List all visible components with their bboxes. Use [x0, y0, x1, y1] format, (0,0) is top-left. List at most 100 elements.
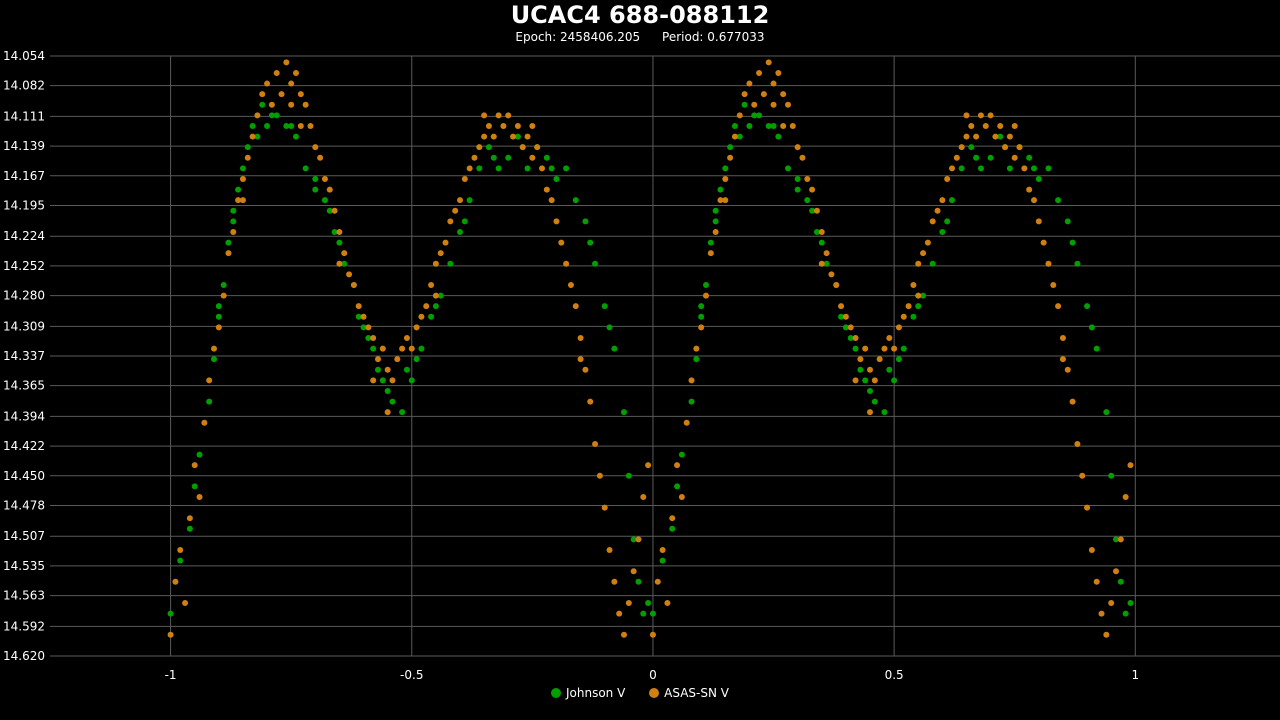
- data-point: [707, 250, 714, 257]
- data-point: [268, 112, 275, 119]
- data-point: [640, 610, 647, 617]
- data-point: [230, 228, 237, 235]
- data-point: [818, 260, 825, 267]
- y-tick-label: 14.535: [3, 559, 45, 573]
- data-point: [717, 197, 724, 204]
- legend-item-asas-sn-v[interactable]: ASAS-SN V: [649, 686, 729, 700]
- chart-title: UCAC4 688-088112: [510, 1, 770, 29]
- x-tick-label: -0.5: [400, 668, 423, 682]
- data-point: [399, 409, 406, 416]
- data-point: [852, 345, 859, 352]
- y-tick-label: 14.394: [3, 409, 45, 423]
- data-point: [649, 631, 656, 638]
- period-label: Period: 0.677033: [662, 30, 765, 44]
- data-point: [1098, 610, 1105, 617]
- data-point: [765, 122, 772, 129]
- data-point: [929, 218, 936, 225]
- data-point: [543, 186, 550, 193]
- data-point: [881, 345, 888, 352]
- data-point: [321, 197, 328, 204]
- data-point: [485, 122, 492, 129]
- data-point: [288, 101, 295, 108]
- data-point: [818, 239, 825, 246]
- data-point: [1021, 165, 1028, 172]
- y-tick-label: 14.280: [3, 289, 45, 303]
- data-point: [722, 197, 729, 204]
- data-point: [495, 165, 502, 172]
- data-point: [823, 250, 830, 257]
- data-point: [1026, 154, 1033, 161]
- data-point: [987, 154, 994, 161]
- data-point: [312, 144, 319, 151]
- data-point: [1093, 345, 1100, 352]
- data-point: [577, 334, 584, 341]
- data-point: [741, 101, 748, 108]
- data-point: [326, 207, 333, 214]
- data-point: [785, 165, 791, 172]
- data-point: [457, 228, 463, 235]
- data-point: [321, 175, 328, 182]
- data-point: [741, 91, 748, 98]
- data-point: [630, 568, 637, 575]
- data-point: [384, 366, 391, 373]
- data-point: [582, 366, 589, 373]
- data-point: [1059, 356, 1066, 363]
- legend-item-johnson-v[interactable]: Johnson V: [551, 686, 625, 700]
- data-point: [239, 175, 246, 182]
- data-point: [635, 578, 642, 585]
- data-point: [466, 165, 473, 172]
- data-point: [1069, 239, 1076, 246]
- data-point: [659, 546, 666, 553]
- data-point: [1026, 186, 1033, 193]
- data-point: [1064, 366, 1071, 373]
- data-point: [1006, 165, 1013, 172]
- data-point: [249, 133, 256, 140]
- data-point: [707, 239, 714, 246]
- data-point: [611, 345, 618, 352]
- data-point: [336, 260, 343, 267]
- data-point: [481, 133, 488, 140]
- data-point: [736, 112, 743, 119]
- data-point: [418, 313, 425, 320]
- legend-marker-icon: [551, 688, 561, 698]
- data-point: [640, 493, 647, 500]
- data-point: [910, 281, 917, 288]
- data-point: [403, 366, 410, 373]
- data-point: [510, 133, 517, 140]
- data-point: [572, 303, 579, 310]
- data-point: [235, 197, 242, 204]
- data-point: [934, 207, 941, 214]
- data-point: [958, 165, 965, 172]
- data-point: [727, 144, 734, 151]
- data-point: [751, 101, 758, 108]
- data-point: [447, 260, 454, 267]
- data-point: [770, 101, 777, 108]
- data-point: [514, 122, 521, 129]
- data-point: [1117, 536, 1124, 543]
- data-point: [254, 112, 261, 119]
- data-point: [842, 324, 849, 331]
- y-tick-label: 14.478: [3, 498, 45, 512]
- data-point: [350, 281, 357, 288]
- data-point: [288, 80, 295, 87]
- data-point: [871, 377, 878, 384]
- data-point: [370, 334, 377, 341]
- y-tick-label: 14.082: [3, 79, 45, 93]
- data-point: [949, 165, 955, 172]
- y-tick-label: 14.563: [3, 589, 45, 603]
- data-point: [944, 218, 951, 225]
- data-point: [867, 409, 873, 416]
- data-point: [813, 228, 820, 235]
- data-point: [818, 228, 825, 235]
- data-point: [1084, 504, 1091, 511]
- data-point: [471, 154, 478, 161]
- data-point: [317, 154, 324, 161]
- data-point: [871, 398, 878, 405]
- data-point: [490, 133, 497, 140]
- data-point: [529, 154, 536, 161]
- data-point: [461, 218, 468, 225]
- data-point: [664, 599, 671, 606]
- data-point: [302, 165, 309, 172]
- data-point: [524, 133, 531, 140]
- data-point: [375, 366, 381, 373]
